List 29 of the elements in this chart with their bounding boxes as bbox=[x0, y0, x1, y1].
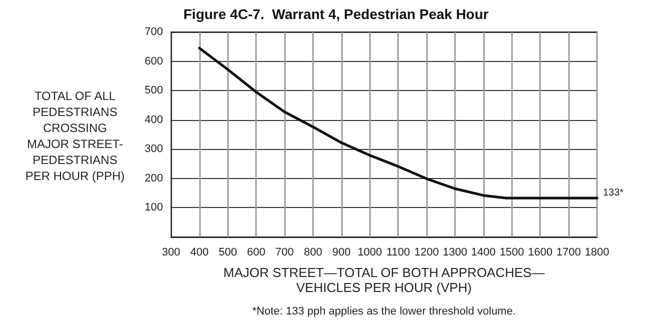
x-tick-label: 700 bbox=[275, 246, 294, 258]
x-axis-title: MAJOR STREET—TOTAL OF BOTH APPROACHES— VEHICLES PER HOUR (VPH) bbox=[223, 265, 545, 295]
x-tick-label: 1700 bbox=[556, 246, 581, 258]
x-tick-label: 400 bbox=[190, 246, 209, 258]
x-tick-label: 600 bbox=[247, 246, 266, 258]
x-tick-label: 800 bbox=[304, 246, 322, 258]
text: *Note: 133 pph applies as the lower threshold volume. bbox=[252, 306, 516, 318]
y-tick-label: 400 bbox=[144, 114, 163, 126]
y-axis-title: TOTAL OF ALL PEDESTRIANS CROSSING MAJOR STREET- PEDESTRIANS PER HOUR (PPH) bbox=[25, 89, 125, 183]
x-tick-label: 1200 bbox=[414, 246, 439, 258]
y-tick-label: 100 bbox=[144, 202, 163, 214]
x-tick-label: 1000 bbox=[358, 246, 382, 258]
x-tick-label: 1500 bbox=[500, 246, 524, 258]
x-tick-label: 1800 bbox=[584, 246, 610, 258]
x-tick-label: 1600 bbox=[528, 246, 552, 258]
x-tick-label: 1300 bbox=[442, 246, 468, 258]
y-tick-label: 300 bbox=[144, 143, 163, 156]
chart-title: Figure 4C-7. Warrant 4, Pedestrian Peak Hour bbox=[183, 6, 490, 22]
x-tick-label: 500 bbox=[218, 246, 237, 258]
y-tick-label: 600 bbox=[144, 55, 163, 68]
line-series bbox=[198, 46, 598, 200]
x-tick-label: 900 bbox=[332, 246, 351, 258]
annotation: 133* bbox=[603, 188, 624, 199]
y-tick-label: 500 bbox=[144, 84, 163, 97]
y-tick-label: 200 bbox=[144, 172, 163, 184]
x-tick-label: 1400 bbox=[471, 246, 496, 258]
x-tick-label: 300 bbox=[162, 246, 180, 258]
y-tick-label: 700 bbox=[144, 26, 163, 38]
x-tick-label: 1100 bbox=[386, 246, 410, 258]
